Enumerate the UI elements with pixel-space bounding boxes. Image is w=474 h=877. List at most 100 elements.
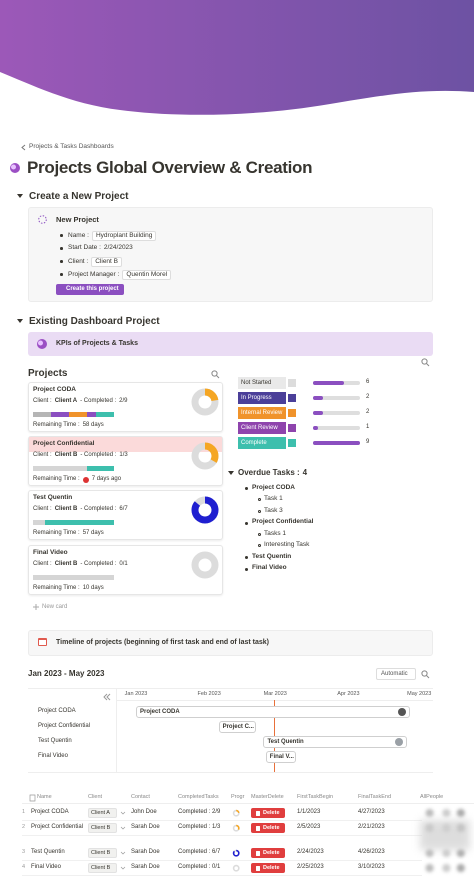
search-icon[interactable] bbox=[421, 670, 430, 679]
donut-arc bbox=[191, 388, 219, 416]
search-icon[interactable] bbox=[421, 358, 430, 367]
bullet bbox=[245, 556, 248, 559]
cell-end: 4/27/2023 bbox=[358, 809, 385, 816]
view-select[interactable]: Automatic bbox=[376, 668, 416, 680]
people-blur bbox=[420, 820, 470, 850]
remaining-label: Remaining Time : bbox=[33, 476, 80, 483]
card-remaining-line: Remaining Time :57 days bbox=[33, 530, 104, 538]
breadcrumb[interactable]: Projects & Tasks Dashboards bbox=[29, 143, 114, 151]
cell-completed: Completed : 6/7 bbox=[178, 849, 221, 856]
month-label: Feb 2023 bbox=[197, 690, 221, 697]
sub-bullet bbox=[258, 498, 261, 501]
avatar bbox=[395, 738, 404, 746]
field-row: Name : Hydroplant Building bbox=[68, 230, 157, 242]
card-donut bbox=[191, 388, 219, 416]
client-pill: Client B bbox=[88, 863, 117, 873]
status-label: Complete bbox=[238, 437, 286, 449]
delete-button[interactable]: Delete bbox=[251, 823, 285, 833]
remaining-value: 58 days bbox=[82, 422, 104, 429]
progress-segment bbox=[33, 520, 45, 525]
card-remaining-line: Remaining Time :10 days bbox=[33, 585, 104, 593]
client-value: Client B bbox=[54, 506, 78, 513]
bullet bbox=[60, 260, 63, 263]
page-icon bbox=[10, 163, 20, 173]
completed-value: 1/3 bbox=[119, 452, 128, 459]
completed-label: - Completed : bbox=[80, 398, 117, 405]
status-label: Client Review bbox=[238, 422, 286, 434]
progress-segment bbox=[87, 466, 114, 471]
bar-track bbox=[313, 396, 360, 400]
card-donut bbox=[191, 496, 219, 524]
timeline-bar[interactable]: Final V... bbox=[265, 751, 297, 763]
card-client-line: Client : Client B- Completed :1/3 bbox=[33, 452, 128, 460]
timeline-bar[interactable]: Project C... bbox=[218, 721, 257, 733]
projects-heading: Projects bbox=[28, 368, 68, 379]
progress-segment bbox=[33, 412, 42, 417]
cell-contact: John Doe bbox=[131, 809, 157, 816]
client-value: Client A bbox=[54, 398, 78, 405]
sub-bullet bbox=[258, 532, 261, 536]
timeline-bar[interactable]: Test Quentin bbox=[263, 736, 408, 748]
project-card[interactable] bbox=[28, 382, 223, 432]
timeline-top-rule bbox=[28, 688, 433, 689]
timeline-row-label: Final Video bbox=[38, 753, 68, 760]
field-value: 2/24/2023 bbox=[103, 243, 133, 251]
search-icon[interactable] bbox=[211, 370, 220, 379]
create-button[interactable]: Create this project bbox=[56, 284, 124, 295]
progress-segment bbox=[79, 520, 91, 525]
cell-name: Project CODA bbox=[31, 809, 69, 816]
month-label: Mar 2023 bbox=[263, 690, 287, 697]
delete-button[interactable]: Delete bbox=[251, 848, 285, 858]
bullet bbox=[60, 273, 63, 276]
card-name: Project Confidential bbox=[33, 439, 95, 447]
timeline-bar[interactable]: Project CODA bbox=[136, 706, 410, 718]
timeline-bar-label: Test Quentin bbox=[267, 739, 304, 745]
bar bbox=[313, 426, 319, 430]
delete-button[interactable]: Delete bbox=[251, 863, 285, 873]
bullet bbox=[245, 521, 248, 525]
overdue-count: 4 bbox=[302, 468, 308, 478]
handle bbox=[426, 675, 430, 679]
timeline-row-label: Project Confidential bbox=[38, 723, 91, 730]
client-value: Client B bbox=[54, 452, 78, 459]
status-name: Internal Review bbox=[241, 410, 283, 416]
orb-core bbox=[11, 164, 16, 170]
progress-segment bbox=[96, 412, 105, 417]
project-card[interactable] bbox=[28, 490, 223, 540]
card-name: Test Quentin bbox=[33, 493, 73, 501]
callout-title: New Project bbox=[56, 214, 99, 224]
timeline-row-label: Test Quentin bbox=[38, 738, 72, 745]
cal-page bbox=[39, 640, 46, 645]
timeline-bottom-rule bbox=[28, 772, 433, 773]
status-name: In Progress bbox=[241, 395, 272, 401]
completed-value: 2/9 bbox=[119, 398, 128, 405]
progress-segment bbox=[33, 466, 60, 471]
bar-track bbox=[313, 426, 360, 430]
new-card[interactable]: New card bbox=[42, 603, 68, 610]
cell-contact: Sarah Doe bbox=[131, 824, 160, 831]
cell-completed: Completed : 0/1 bbox=[178, 864, 221, 871]
overdue-project: Final Video bbox=[252, 564, 287, 572]
card-client-line: Client : Client B- Completed :6/7 bbox=[33, 506, 128, 514]
remaining-label: Remaining Time : bbox=[33, 585, 80, 592]
progress-segment bbox=[67, 520, 80, 525]
cell-begin: 1/1/2023 bbox=[297, 809, 321, 816]
chevron-down bbox=[120, 811, 126, 815]
trash-icon bbox=[256, 825, 260, 831]
page-title: Projects Global Overview & Creation bbox=[27, 157, 313, 177]
dashed-circle bbox=[38, 215, 47, 224]
project-card[interactable] bbox=[28, 545, 223, 595]
progress-segment bbox=[44, 520, 57, 525]
progress-donut bbox=[232, 809, 240, 817]
cell-contact: Sarah Doe bbox=[131, 849, 160, 856]
collapse-icon bbox=[103, 693, 111, 701]
kpi-title: KPIs of Projects & Tasks bbox=[56, 340, 138, 348]
bullet bbox=[245, 567, 248, 571]
triangle bbox=[17, 194, 23, 198]
delete-button[interactable]: Delete bbox=[251, 808, 285, 818]
handle bbox=[216, 375, 220, 379]
bullet bbox=[60, 247, 63, 250]
progress-donut bbox=[232, 824, 240, 832]
remaining-value: 10 days bbox=[82, 585, 104, 592]
cell-end: 4/26/2023 bbox=[358, 849, 385, 856]
